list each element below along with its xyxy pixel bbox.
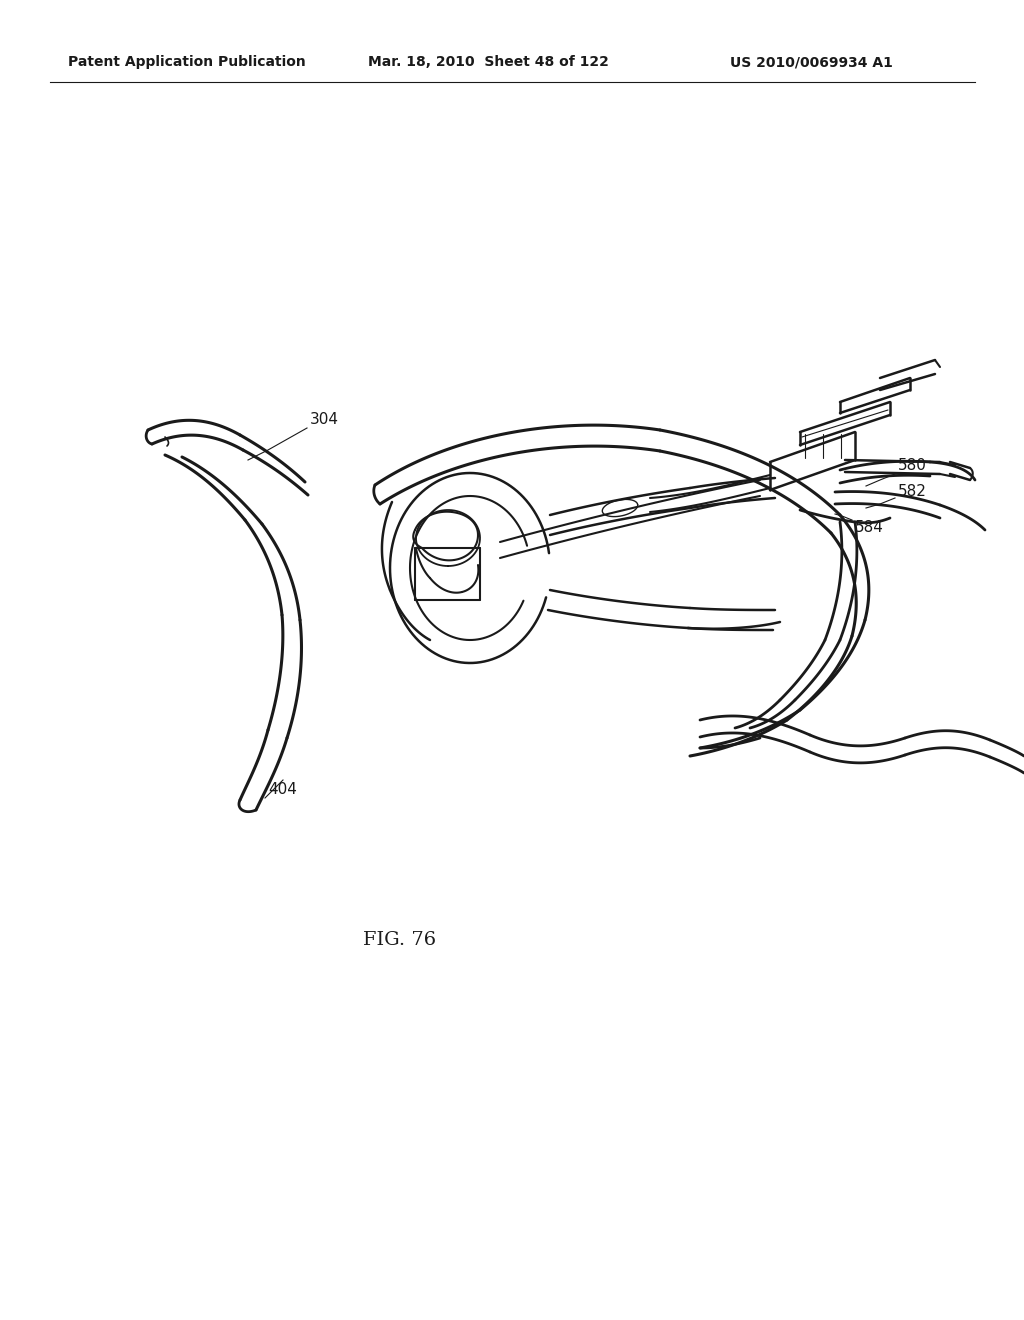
Text: 304: 304 xyxy=(310,412,339,428)
Text: Patent Application Publication: Patent Application Publication xyxy=(68,55,306,69)
Text: 404: 404 xyxy=(268,783,297,797)
Text: 584: 584 xyxy=(855,520,884,536)
Text: 582: 582 xyxy=(898,484,927,499)
Text: US 2010/0069934 A1: US 2010/0069934 A1 xyxy=(730,55,893,69)
Text: Mar. 18, 2010  Sheet 48 of 122: Mar. 18, 2010 Sheet 48 of 122 xyxy=(368,55,609,69)
Text: 580: 580 xyxy=(898,458,927,474)
Text: FIG. 76: FIG. 76 xyxy=(364,931,436,949)
